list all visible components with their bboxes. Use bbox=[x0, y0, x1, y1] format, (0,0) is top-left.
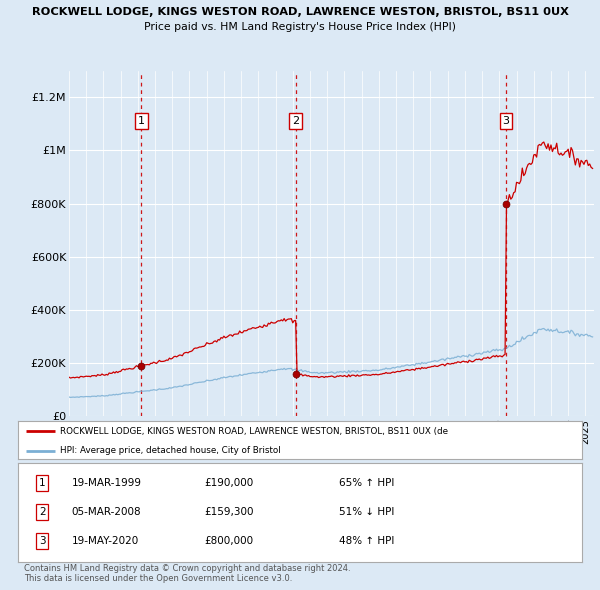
Text: £159,300: £159,300 bbox=[204, 507, 254, 517]
Text: ROCKWELL LODGE, KINGS WESTON ROAD, LAWRENCE WESTON, BRISTOL, BS11 0UX: ROCKWELL LODGE, KINGS WESTON ROAD, LAWRE… bbox=[32, 7, 568, 17]
Text: 51% ↓ HPI: 51% ↓ HPI bbox=[340, 507, 395, 517]
Text: 2: 2 bbox=[39, 507, 46, 517]
Text: ROCKWELL LODGE, KINGS WESTON ROAD, LAWRENCE WESTON, BRISTOL, BS11 0UX (de: ROCKWELL LODGE, KINGS WESTON ROAD, LAWRE… bbox=[60, 427, 448, 436]
Text: 48% ↑ HPI: 48% ↑ HPI bbox=[340, 536, 395, 546]
Text: £190,000: £190,000 bbox=[204, 478, 253, 489]
Text: HPI: Average price, detached house, City of Bristol: HPI: Average price, detached house, City… bbox=[60, 446, 281, 455]
Text: 19-MAY-2020: 19-MAY-2020 bbox=[71, 536, 139, 546]
Text: Price paid vs. HM Land Registry's House Price Index (HPI): Price paid vs. HM Land Registry's House … bbox=[144, 22, 456, 32]
Text: 65% ↑ HPI: 65% ↑ HPI bbox=[340, 478, 395, 489]
Text: 1: 1 bbox=[138, 116, 145, 126]
Text: 19-MAR-1999: 19-MAR-1999 bbox=[71, 478, 142, 489]
Text: 1: 1 bbox=[39, 478, 46, 489]
Text: 2: 2 bbox=[292, 116, 299, 126]
Text: £800,000: £800,000 bbox=[204, 536, 253, 546]
Text: 3: 3 bbox=[502, 116, 509, 126]
Text: Contains HM Land Registry data © Crown copyright and database right 2024.
This d: Contains HM Land Registry data © Crown c… bbox=[24, 564, 350, 584]
Text: 3: 3 bbox=[39, 536, 46, 546]
Text: 05-MAR-2008: 05-MAR-2008 bbox=[71, 507, 141, 517]
